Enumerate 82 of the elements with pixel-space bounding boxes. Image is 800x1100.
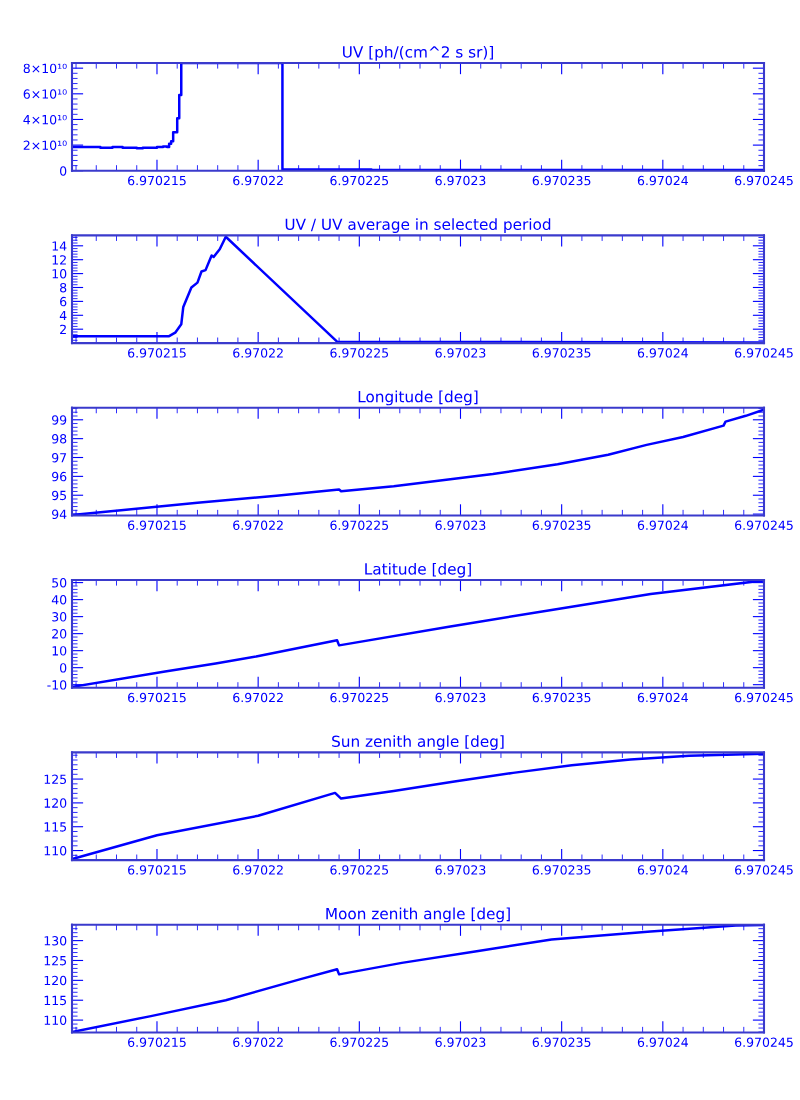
y-tick-label: 10 [52,269,67,279]
x-tick-label: 6.970245 [735,692,793,703]
y-tick-label: 115 [44,995,67,1006]
x-tick-label: 6.97024 [637,692,688,703]
chart-title: UV [ph/(cm^2 s sr)] [343,45,493,61]
y-tick-label: 110 [44,1015,67,1026]
y-tick-label: 2×10¹⁰ [23,140,67,151]
y-tick-label: 97 [52,452,67,463]
x-tick-label: 6.970245 [735,520,793,530]
x-tick-label: 6.97022 [233,1037,283,1047]
x-tick-label: 6.970225 [330,865,389,875]
x-tick-label: 6.970215 [128,865,186,875]
x-tick-label: 6.970225 [330,175,389,186]
y-tick-label: 8×10¹⁰ [23,63,67,74]
y-tick-label: 110 [44,846,67,856]
y-tick-label: 6 [60,296,67,307]
x-tick-label: 6.970215 [128,1037,186,1047]
y-tick-label: 8 [60,282,67,293]
x-tick-label: 6.97024 [637,1037,688,1047]
y-tick-label: 40 [51,595,67,605]
y-tick-label: 30 [52,612,67,622]
y-tick-label: 99 [52,415,67,425]
x-tick-label: 6.970235 [532,692,591,703]
chart-title: Sun zenith angle [deg] [332,735,504,750]
y-tick-label: 10 [52,646,67,656]
x-tick-label: 6.97023 [435,1037,486,1047]
chart-title: Latitude [deg] [365,562,471,578]
x-tick-label: 6.97024 [637,175,688,186]
y-tick-label: 0 [60,166,67,176]
y-tick-label: 12 [52,255,66,265]
y-tick-label: 96 [52,471,67,482]
x-tick-label: 6.970225 [330,1037,389,1047]
y-tick-label: -10 [47,680,67,690]
x-tick-label: 6.970225 [330,348,389,358]
y-tick-label: 125 [44,955,67,966]
x-tick-label: 6.97022 [233,348,283,358]
x-tick-label: 6.97023 [435,520,486,530]
x-tick-label: 6.970235 [532,520,591,530]
y-tick-label: 94 [52,509,67,520]
x-tick-label: 6.97024 [637,520,688,530]
chart-title: UV / UV average in selected period [285,218,551,233]
chart-title: Moon zenith angle [deg] [326,907,510,923]
x-tick-label: 6.97024 [637,865,688,875]
y-tick-label: 2 [60,324,66,334]
y-tick-label: 120 [44,798,67,808]
x-tick-label: 6.970245 [735,865,793,875]
x-tick-label: 6.970215 [128,692,186,703]
y-tick-label: 120 [44,975,67,986]
y-tick-label: 4×10¹⁰ [23,114,67,125]
x-tick-label: 6.97023 [435,692,486,703]
y-tick-label: 4 [59,310,67,321]
x-tick-label: 6.97023 [435,175,486,186]
x-tick-label: 6.97022 [233,520,283,530]
x-tick-label: 6.970215 [128,175,186,186]
x-tick-label: 6.970215 [128,348,186,358]
y-tick-label: 50 [52,578,67,588]
y-tick-label: 14 [52,241,67,251]
x-tick-label: 6.970225 [330,692,389,703]
y-tick-label: 125 [44,774,67,784]
y-tick-label: 6×10¹⁰ [23,89,67,99]
x-tick-label: 6.97022 [233,865,283,875]
y-tick-label: 0 [60,663,67,673]
y-tick-label: 95 [52,490,67,501]
x-tick-label: 6.97022 [233,692,283,703]
y-tick-label: 115 [44,822,67,832]
x-tick-label: 6.970215 [128,520,186,530]
chart-title: Longitude [deg] [358,390,478,406]
x-tick-label: 6.970235 [532,348,591,358]
y-tick-label: 98 [52,434,67,444]
x-tick-label: 6.970235 [532,175,591,186]
y-tick-label: 20 [52,629,67,639]
x-tick-label: 6.97023 [435,865,486,875]
x-tick-label: 6.970235 [532,865,591,875]
x-tick-label: 6.970235 [532,1037,591,1047]
x-tick-label: 6.970245 [735,175,793,186]
x-tick-label: 6.97024 [637,348,688,358]
x-tick-label: 6.970245 [735,348,793,358]
x-tick-label: 6.970245 [735,1037,793,1047]
y-tick-label: 130 [44,936,67,946]
x-tick-label: 6.970225 [330,520,389,530]
x-tick-label: 6.97023 [435,348,486,358]
x-tick-label: 6.97022 [233,175,283,186]
